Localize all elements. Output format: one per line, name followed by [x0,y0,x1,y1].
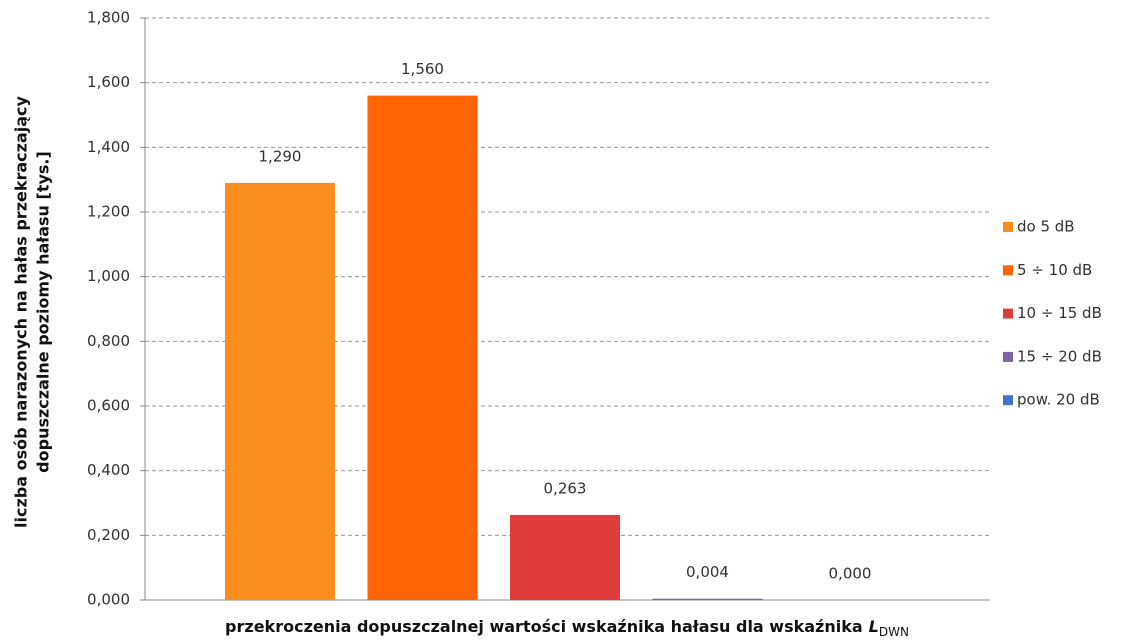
value-label: 0,263 [544,479,587,497]
y-tick-label: 1,400 [87,138,130,156]
bar [367,95,478,600]
bar [225,182,335,600]
legend-label: do 5 dB [1017,218,1075,236]
bar [510,514,620,600]
value-label: 1,290 [259,147,302,165]
y-label-line: dopuszczalne poziomy hałasu [tys.] [34,151,53,473]
y-axis-title: liczba osób narazonych na hałas przekrac… [12,95,53,528]
y-tick-label: 1,000 [87,267,130,285]
y-label-line: liczba osób narazonych na hałas przekrac… [12,95,31,528]
value-label: 1,560 [401,60,444,78]
legend-label: 15 ÷ 20 dB [1017,347,1102,365]
value-label: 0,000 [829,565,872,583]
legend-swatch [1003,222,1013,232]
y-tick-label: 0,800 [87,332,130,350]
legend-swatch [1003,395,1013,406]
y-tick-label: 0,400 [87,461,130,479]
legend-swatch [1003,308,1013,319]
y-tick-label: 1,200 [87,203,130,221]
legend-label: pow. 20 dB [1017,391,1100,409]
legend-swatch [1003,265,1013,276]
x-label-subscript: DWN [879,625,909,639]
legend-swatch [1003,351,1013,362]
legend-label: 10 ÷ 15 dB [1017,304,1102,322]
bar [652,598,763,600]
legend-label: 5 ÷ 10 dB [1017,261,1092,279]
y-tick-label: 1,600 [87,73,130,91]
y-tick-label: 0,200 [87,526,130,544]
y-tick-label: 1,800 [87,9,130,27]
y-tick-label: 0,000 [87,591,130,609]
y-tick-label: 0,600 [87,397,130,415]
x-axis-title: przekroczenia dopuszczalnej wartości wsk… [225,617,909,639]
x-label: przekroczenia dopuszczalnej wartości wsk… [225,617,863,636]
x-label-symbol: L [869,617,879,636]
value-label: 0,004 [686,563,729,581]
